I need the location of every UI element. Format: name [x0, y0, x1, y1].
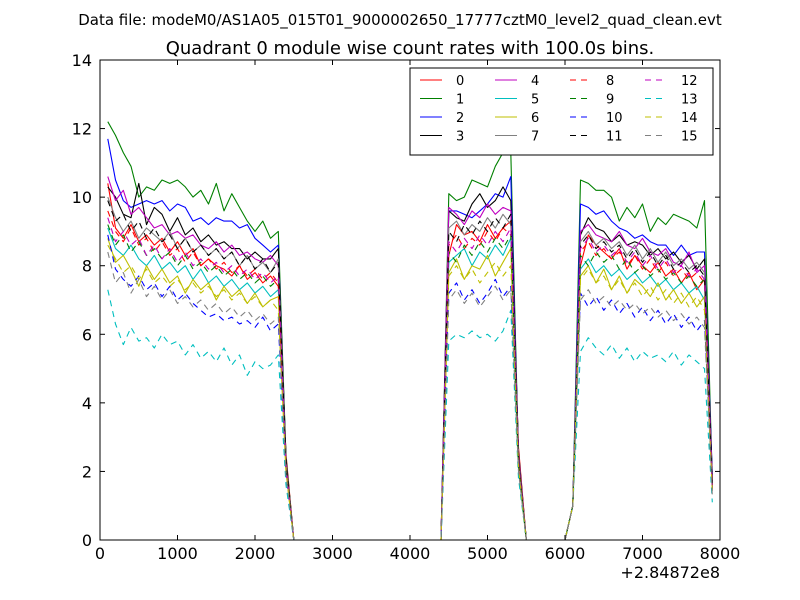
- series-line-5: [107, 227, 713, 540]
- legend-label-13: 13: [681, 93, 698, 108]
- series-line-7: [107, 196, 713, 540]
- legend-box: [409, 67, 714, 156]
- legend-label-10: 10: [606, 111, 623, 126]
- x-tick-label: 1000: [157, 544, 198, 563]
- legend-label-15: 15: [681, 130, 698, 145]
- series-line-4: [107, 176, 713, 540]
- legend-label-14: 14: [681, 111, 698, 126]
- y-tick-label: 6: [82, 325, 92, 344]
- series-line-14: [107, 244, 713, 540]
- chart-title: Quadrant 0 module wise count rates with …: [166, 38, 655, 59]
- x-offset-label: +2.84872e8: [620, 563, 720, 582]
- plot-area: 0 1000 2000 3000 4000 5000 6000 7000 80000246810…: [72, 51, 741, 563]
- x-tick-label: 5000: [467, 544, 508, 563]
- y-tick-label: 2: [82, 462, 92, 481]
- legend-label-5: 5: [531, 93, 539, 108]
- series-line-10: [107, 234, 713, 540]
- series-line-1: [107, 121, 713, 540]
- legend-label-0: 0: [456, 74, 464, 89]
- series-line-13: [107, 289, 713, 540]
- x-tick-label: 4000: [390, 544, 431, 563]
- y-tick-label: 0: [82, 531, 92, 550]
- series-line-11: [107, 200, 713, 540]
- legend-label-6: 6: [531, 111, 539, 126]
- legend-label-1: 1: [456, 93, 464, 108]
- legend-label-2: 2: [456, 111, 464, 126]
- x-tick-label: 0: [95, 544, 105, 563]
- x-tick-label: 3000: [312, 544, 353, 563]
- series-line-3: [107, 182, 713, 540]
- y-tick-label: 8: [82, 257, 92, 276]
- series-line-2: [107, 138, 713, 540]
- series-line-15: [107, 251, 713, 540]
- x-tick-label: 2000: [235, 544, 276, 563]
- x-tick-label: 6000: [545, 544, 586, 563]
- legend-label-12: 12: [681, 74, 698, 89]
- x-tick-label: 8000: [700, 544, 741, 563]
- legend-label-8: 8: [606, 74, 614, 89]
- y-tick-label: 14: [72, 51, 92, 70]
- series-lines: [107, 121, 713, 540]
- y-tick-label: 4: [82, 394, 92, 413]
- x-tick-label: 7000: [622, 544, 663, 563]
- series-line-8: [107, 210, 713, 540]
- series-line-12: [107, 217, 713, 540]
- legend-label-4: 4: [531, 74, 539, 89]
- legend-label-7: 7: [531, 130, 539, 145]
- legend-label-3: 3: [456, 130, 464, 145]
- legend-label-11: 11: [606, 130, 623, 145]
- y-tick-label: 10: [72, 188, 92, 207]
- y-tick-label: 12: [72, 120, 92, 139]
- chart-suptitle: Data file: modeM0/AS1A05_015T01_90000026…: [78, 11, 722, 30]
- legend-label-9: 9: [606, 93, 614, 108]
